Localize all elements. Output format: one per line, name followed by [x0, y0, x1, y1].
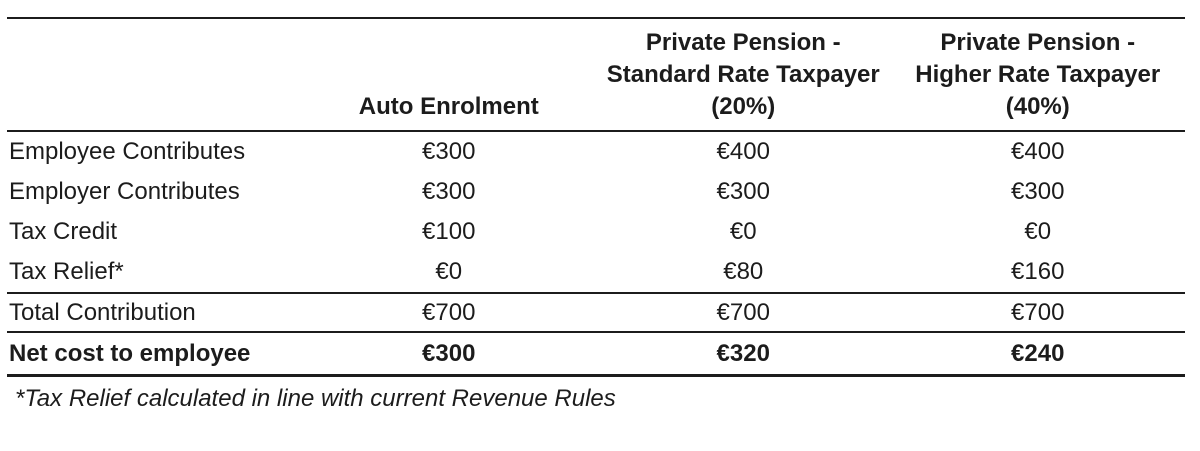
- header-row: Auto Enrolment Private Pension - Standar…: [7, 18, 1185, 132]
- column-header-label: Higher Rate Taxpayer: [915, 61, 1161, 88]
- tax-relief-footnote: *Tax Relief calculated in line with curr…: [15, 385, 616, 412]
- value-cell: €400: [716, 138, 770, 165]
- pension-comparison-section: Auto Enrolment Private Pension - Standar…: [7, 17, 1185, 414]
- column-header-label: Auto Enrolment: [358, 93, 539, 120]
- value-cell: €160: [1011, 258, 1065, 285]
- table-row-net-cost: Net cost to employee €300 €320 €240: [7, 331, 1185, 377]
- value-cell: €700: [301, 292, 596, 332]
- value-cell: €300: [422, 138, 476, 165]
- value-cell: €100: [422, 218, 476, 245]
- value-cell: €240: [890, 331, 1185, 377]
- table-row-tax-credit: Tax Credit €100 €0 €0: [7, 212, 1185, 252]
- value-cell: €0: [729, 218, 757, 245]
- header-cell-blank: [7, 18, 302, 132]
- row-label: Net cost to employee: [7, 331, 302, 377]
- row-label: Total Contribution: [7, 292, 302, 332]
- table-row-tax-relief: Tax Relief* €0 €80 €160: [7, 252, 1185, 293]
- pension-comparison-table: Auto Enrolment Private Pension - Standar…: [7, 17, 1185, 377]
- column-header-label: Private Pension -: [940, 29, 1136, 56]
- header-cell-auto-enrolment: Auto Enrolment: [301, 18, 596, 132]
- header-cell-standard-rate: Private Pension - Standard Rate Taxpayer…: [596, 18, 891, 132]
- column-header-label: Private Pension -: [645, 29, 841, 56]
- column-header-label: Standard Rate Taxpayer: [606, 61, 880, 88]
- table-row-employee-contributes: Employee Contributes €300 €400 €400: [7, 131, 1185, 172]
- table-row-employer-contributes: Employer Contributes €300 €300 €300: [7, 172, 1185, 212]
- value-cell: €300: [716, 178, 770, 205]
- value-cell: €0: [435, 258, 463, 285]
- row-label: Employer Contributes: [9, 178, 240, 205]
- row-label: Employee Contributes: [9, 138, 246, 165]
- value-cell: €300: [422, 178, 476, 205]
- column-header-label: (40%): [1005, 93, 1070, 120]
- table-row-total-contribution: Total Contribution €700 €700 €700: [7, 292, 1185, 332]
- value-cell: €80: [723, 258, 764, 285]
- row-label: Tax Relief*: [9, 258, 124, 285]
- header-cell-higher-rate: Private Pension - Higher Rate Taxpayer (…: [890, 18, 1185, 132]
- value-cell: €700: [596, 292, 891, 332]
- value-cell: €300: [1011, 178, 1065, 205]
- value-cell: €300: [301, 331, 596, 377]
- value-cell: €320: [596, 331, 891, 377]
- value-cell: €0: [1024, 218, 1052, 245]
- row-label: Tax Credit: [9, 218, 118, 245]
- value-cell: €700: [890, 292, 1185, 332]
- value-cell: €400: [1011, 138, 1065, 165]
- column-header-label: (20%): [711, 93, 776, 120]
